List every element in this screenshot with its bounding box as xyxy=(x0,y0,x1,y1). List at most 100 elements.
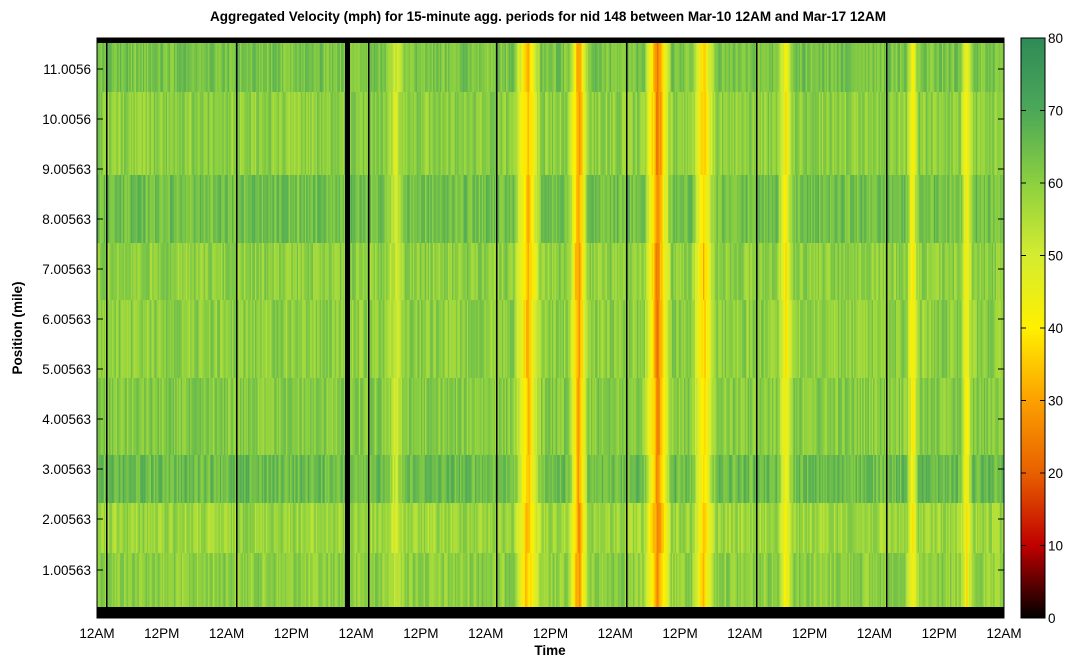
heatmap-cell xyxy=(708,455,711,503)
heatmap-cell xyxy=(941,300,944,378)
heatmap-cell xyxy=(599,175,601,243)
heatmap-cell xyxy=(542,455,545,503)
heatmap-cell xyxy=(373,175,376,243)
heatmap-cell xyxy=(130,243,133,300)
heatmap-cell xyxy=(296,300,299,378)
heatmap-cell xyxy=(832,175,835,243)
heatmap-cell xyxy=(478,300,481,378)
heatmap-cell xyxy=(308,503,311,553)
heatmap-cell xyxy=(265,175,268,243)
heatmap-cell xyxy=(635,175,638,243)
heatmap-cell xyxy=(805,175,808,243)
heatmap-cell xyxy=(827,503,829,553)
heatmap-cell xyxy=(132,300,134,378)
heatmap-cell xyxy=(515,503,518,553)
heatmap-cell xyxy=(281,455,284,503)
heatmap-cell xyxy=(416,92,419,175)
heatmap-cell xyxy=(870,243,873,300)
heatmap-cell xyxy=(624,300,627,378)
heatmap-cell xyxy=(202,455,204,503)
heatmap-cell xyxy=(148,300,150,378)
heatmap-cell xyxy=(553,553,555,607)
heatmap-cell xyxy=(312,503,315,553)
heatmap-cell xyxy=(263,92,265,175)
heatmap-cell xyxy=(157,92,160,175)
heatmap-cell xyxy=(696,553,698,607)
heatmap-cell xyxy=(875,553,878,607)
heatmap-cell xyxy=(122,300,125,378)
heatmap-cell xyxy=(337,503,339,553)
heatmap-cell xyxy=(128,503,130,553)
heatmap-cell xyxy=(704,300,707,378)
heatmap-cell xyxy=(466,243,469,300)
heatmap-cell xyxy=(665,243,667,300)
heatmap-cell xyxy=(527,553,530,607)
heatmap-cell xyxy=(731,243,734,300)
heatmap-cell xyxy=(851,455,854,503)
heatmap-cell xyxy=(465,378,468,455)
heatmap-cell xyxy=(229,553,231,607)
heatmap-cell xyxy=(997,378,999,455)
heatmap-cell xyxy=(299,300,302,378)
heatmap-cell xyxy=(125,175,127,243)
heatmap-cell xyxy=(873,243,875,300)
heatmap-cell xyxy=(867,175,870,243)
heatmap-cell xyxy=(835,300,837,378)
heatmap-cell xyxy=(913,243,916,300)
heatmap-cell xyxy=(115,92,118,175)
heatmap-cell xyxy=(169,92,172,175)
heatmap-cell xyxy=(483,300,485,378)
heatmap-cell xyxy=(666,175,669,243)
heatmap-cell xyxy=(977,503,979,553)
heatmap-cell xyxy=(350,300,353,378)
heatmap-cell xyxy=(708,553,711,607)
heatmap-cell xyxy=(842,300,844,378)
heatmap-cell xyxy=(317,553,319,607)
heatmap-cell xyxy=(302,175,304,243)
heatmap-cell xyxy=(724,553,727,607)
heatmap-cell xyxy=(290,175,292,243)
heatmap-cell xyxy=(836,300,839,378)
heatmap-cell xyxy=(329,503,331,553)
heatmap-cell xyxy=(837,553,840,607)
heatmap-cell xyxy=(167,92,169,175)
heatmap-cell xyxy=(435,553,438,607)
heatmap-cell xyxy=(423,503,426,553)
heatmap-cell xyxy=(655,243,658,300)
heatmap-cell xyxy=(658,300,661,378)
heatmap-cell xyxy=(416,243,419,300)
heatmap-cell xyxy=(173,92,176,175)
heatmap-cell xyxy=(694,243,697,300)
heatmap-cell xyxy=(721,243,724,300)
heatmap-cell xyxy=(530,300,532,378)
heatmap-cell xyxy=(167,243,169,300)
heatmap-cell xyxy=(161,300,164,378)
heatmap-cell xyxy=(954,553,956,607)
heatmap-cell xyxy=(918,503,921,553)
heatmap-cell xyxy=(461,553,464,607)
heatmap-cell xyxy=(499,243,501,300)
heatmap-cell xyxy=(169,455,172,503)
heatmap-cell xyxy=(477,300,480,378)
heatmap-cell xyxy=(206,378,208,455)
heatmap-cell xyxy=(546,243,549,300)
heatmap-cell xyxy=(214,175,217,243)
heatmap-cell xyxy=(171,455,173,503)
heatmap-cell xyxy=(510,378,512,455)
heatmap-cell xyxy=(647,300,650,378)
heatmap-cell xyxy=(759,175,762,243)
heatmap-cell xyxy=(985,243,987,300)
heatmap-cell xyxy=(183,300,186,378)
heatmap-cell xyxy=(599,378,601,455)
heatmap-cell xyxy=(839,553,841,607)
heatmap-cell xyxy=(288,455,291,503)
heatmap-cell xyxy=(451,503,454,553)
heatmap-cell xyxy=(897,300,900,378)
heatmap-cell xyxy=(430,175,433,243)
heatmap-cell xyxy=(790,300,793,378)
heatmap-cell xyxy=(636,243,639,300)
heatmap-cell xyxy=(342,92,345,175)
heatmap-cell xyxy=(310,378,312,455)
heatmap-cell xyxy=(609,243,612,300)
heatmap-cell xyxy=(549,503,551,553)
